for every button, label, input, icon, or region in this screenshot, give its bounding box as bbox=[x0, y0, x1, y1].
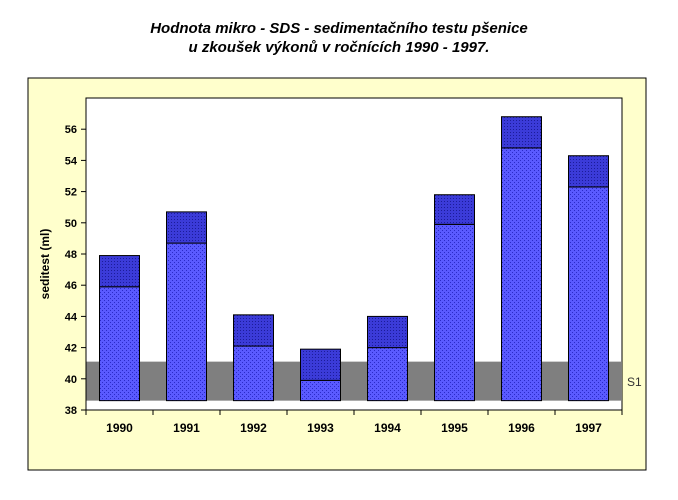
bar-1997 bbox=[568, 186, 609, 402]
x-tick-label-1996: 1996 bbox=[508, 421, 535, 435]
bar-cap-1994 bbox=[367, 315, 408, 349]
y-tick-label-38: 38 bbox=[65, 405, 77, 417]
y-tick-label-54: 54 bbox=[65, 155, 78, 167]
reference-band-label: S1 bbox=[627, 375, 642, 389]
bar-cap-1997 bbox=[568, 155, 609, 188]
bar-1990 bbox=[99, 286, 140, 402]
x-tick-label-1990: 1990 bbox=[106, 421, 133, 435]
bar-1996 bbox=[501, 147, 542, 402]
x-tick-label-1997: 1997 bbox=[575, 421, 602, 435]
y-tick-label-46: 46 bbox=[65, 280, 77, 292]
bar-1995 bbox=[434, 223, 475, 402]
y-axis-label: seditest (ml) bbox=[38, 229, 52, 300]
bar-1994 bbox=[367, 347, 408, 402]
x-tick-label-1994: 1994 bbox=[374, 421, 401, 435]
bar-cap-1990 bbox=[99, 255, 140, 288]
y-tick-label-50: 50 bbox=[65, 218, 77, 230]
y-tick-label-48: 48 bbox=[65, 249, 77, 261]
y-tick-label-40: 40 bbox=[65, 374, 77, 386]
bar-cap-1992 bbox=[233, 314, 274, 347]
x-tick-label-1995: 1995 bbox=[441, 421, 468, 435]
y-tick-label-56: 56 bbox=[65, 124, 77, 136]
bar-cap-1995 bbox=[434, 194, 475, 225]
y-tick-label-42: 42 bbox=[65, 343, 77, 355]
x-tick-label-1991: 1991 bbox=[173, 421, 200, 435]
bar-1991 bbox=[166, 242, 207, 402]
chart-title-line-1: Hodnota mikro - SDS - sedimentačního tes… bbox=[150, 20, 528, 37]
bar-1993 bbox=[300, 379, 341, 402]
bar-cap-1996 bbox=[501, 116, 542, 149]
y-tick-label-52: 52 bbox=[65, 187, 77, 199]
y-tick-label-44: 44 bbox=[65, 311, 78, 323]
x-tick-label-1993: 1993 bbox=[307, 421, 334, 435]
bar-cap-1993 bbox=[300, 348, 341, 381]
bar-1992 bbox=[233, 345, 274, 402]
chart-title-line-2: u zkoušek výkonů v ročnících 1990 - 1997… bbox=[188, 39, 490, 56]
bar-cap-1991 bbox=[166, 211, 207, 244]
x-tick-label-1992: 1992 bbox=[240, 421, 267, 435]
